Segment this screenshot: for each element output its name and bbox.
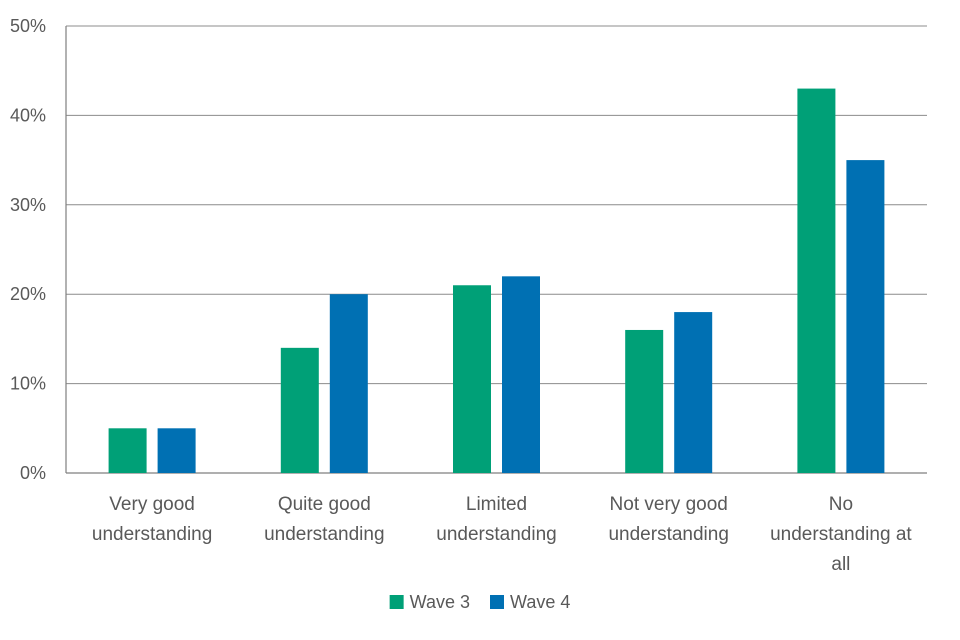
bar-wave-3 xyxy=(108,428,147,473)
bar-wave-3 xyxy=(280,347,319,473)
legend-label: Wave 3 xyxy=(410,592,470,612)
y-tick-label: 30% xyxy=(10,195,46,215)
y-tick-label: 40% xyxy=(10,105,46,125)
y-tick-label: 0% xyxy=(20,463,46,483)
y-tick-label: 10% xyxy=(10,374,46,394)
x-category-label: Very good understanding xyxy=(92,494,212,545)
x-category-label: Limited understanding xyxy=(436,494,556,545)
x-category-label: No understanding at all xyxy=(770,494,912,575)
bar-wave-3 xyxy=(625,329,664,473)
bars xyxy=(108,88,885,473)
x-axis-category-labels: Very good understanding Quite good understa… xyxy=(92,494,913,575)
legend-swatch xyxy=(389,595,404,609)
bar-wave-4 xyxy=(157,428,196,473)
legend-item: Wave 4 xyxy=(490,592,570,612)
legend: Wave 3 Wave 4 xyxy=(389,592,570,612)
y-axis-tick-labels: 0% 10% 20% 30% 40% 50% xyxy=(10,16,46,483)
bar-wave-3 xyxy=(453,285,491,473)
legend-swatch xyxy=(490,595,504,609)
gridlines xyxy=(65,25,927,474)
bar-wave-4 xyxy=(674,312,713,473)
bar-wave-4 xyxy=(502,276,540,473)
legend-item: Wave 3 xyxy=(389,592,470,612)
legend-label: Wave 4 xyxy=(510,592,570,612)
bar-wave-3 xyxy=(797,88,836,473)
bar-wave-4 xyxy=(846,160,885,473)
bar-wave-4 xyxy=(329,294,368,473)
y-tick-label: 20% xyxy=(10,284,46,304)
y-tick-label: 50% xyxy=(10,16,46,36)
x-category-label: Not very good understanding xyxy=(608,494,728,545)
x-category-label: Quite good understanding xyxy=(264,494,384,545)
